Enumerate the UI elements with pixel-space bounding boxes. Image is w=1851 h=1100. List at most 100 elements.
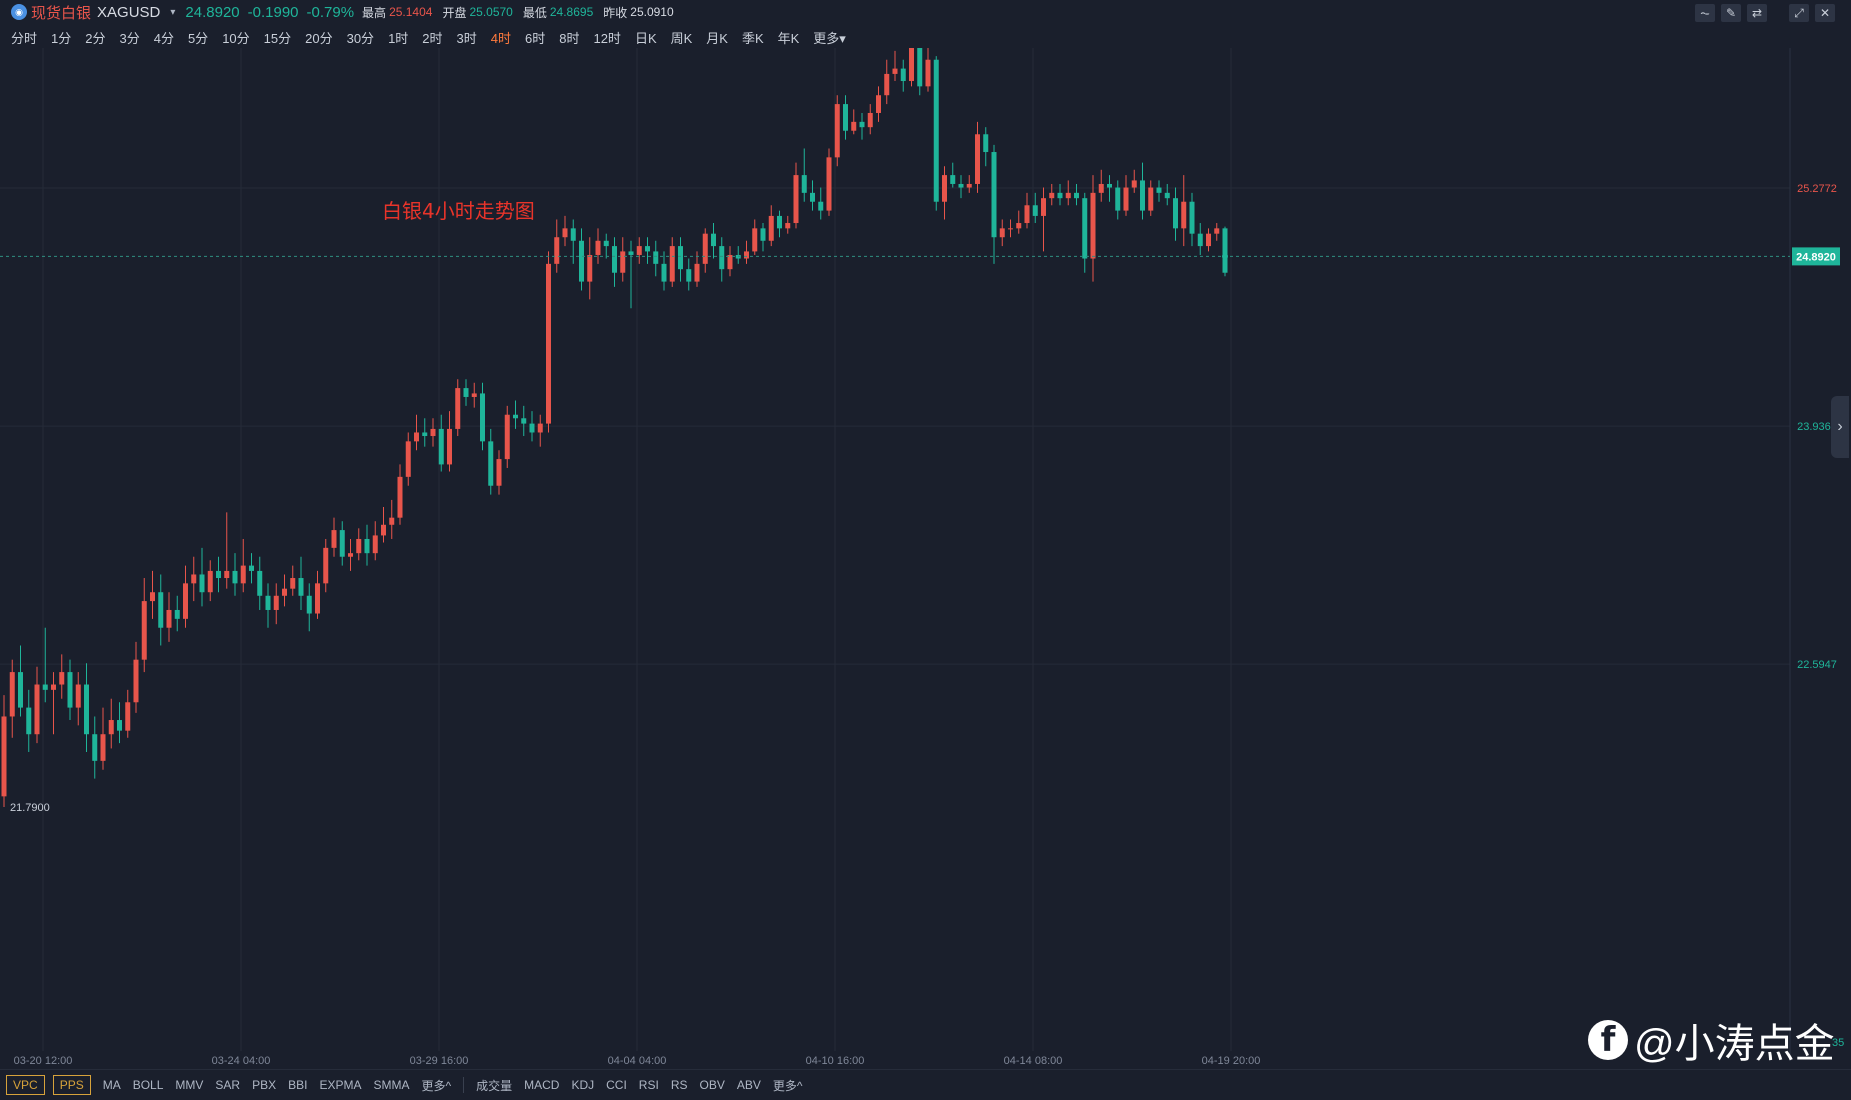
candle-body: [1222, 228, 1228, 273]
timeframe-16[interactable]: 12时: [593, 30, 621, 46]
annotation-title: 白银4小时走势图: [382, 199, 535, 223]
sub-indicator-0[interactable]: 成交量: [476, 1078, 513, 1093]
candlestick-chart[interactable]: 03-20 12:00 03-24 04:00 03-29 16:00 04-04 0…: [0, 48, 1851, 1066]
main-indicator-4[interactable]: PBX: [252, 1078, 277, 1092]
compare-icon[interactable]: ⇄: [1747, 4, 1767, 22]
candle-body: [42, 684, 48, 690]
candle-body: [430, 428, 436, 437]
timeframe-18[interactable]: 周K: [670, 30, 693, 46]
chart-toolbar: ⏦ ✎ ⇄ ⤢ ✕: [1695, 4, 1835, 22]
timeframe-2[interactable]: 2分: [85, 30, 106, 46]
sub-indicator-5[interactable]: RS: [670, 1078, 688, 1092]
candle-body: [1, 716, 7, 797]
close-icon[interactable]: ✕: [1815, 4, 1835, 22]
candle-body: [463, 388, 469, 397]
timeframe-3[interactable]: 3分: [119, 30, 140, 46]
timeframe-13[interactable]: 4时: [490, 30, 511, 46]
candle-body: [298, 578, 304, 596]
candle-body: [917, 48, 923, 87]
candle-body: [1156, 187, 1162, 193]
timeframe-22[interactable]: 更多▾: [813, 30, 846, 46]
draw-icon[interactable]: ✎: [1721, 4, 1741, 22]
overlay-button-pps[interactable]: PPS: [52, 1075, 91, 1095]
candle-body: [455, 388, 461, 429]
candle-body: [570, 228, 576, 241]
candle-body: [306, 595, 312, 614]
candle-body: [381, 524, 386, 536]
candle-body: [1041, 198, 1046, 216]
quote-header: ◉ 现货白银 XAGUSD ▾ 24.8920 -0.1990 -0.79% 最…: [0, 0, 1851, 24]
timeframe-10[interactable]: 1时: [388, 30, 409, 46]
candle-body: [669, 246, 675, 282]
candle-body: [1115, 187, 1121, 211]
candle-body: [628, 251, 634, 255]
timeframe-20[interactable]: 季K: [741, 30, 764, 46]
candle-body: [834, 104, 840, 158]
candle-body: [1016, 223, 1022, 229]
timeframe-8[interactable]: 20分: [305, 30, 333, 46]
candle-body: [331, 530, 337, 548]
timeframe-14[interactable]: 6时: [525, 30, 546, 46]
candle-body: [1065, 192, 1071, 199]
chart-type-icon[interactable]: ⏦: [1695, 4, 1715, 22]
sub-indicator-1[interactable]: MACD: [524, 1078, 560, 1092]
candle-body: [694, 263, 700, 282]
main-indicator-2[interactable]: MMV: [175, 1078, 204, 1092]
timeframe-4[interactable]: 4分: [153, 30, 174, 46]
candle-body: [125, 702, 131, 731]
candle-body: [1098, 183, 1104, 193]
sub-indicator-6[interactable]: OBV: [699, 1078, 725, 1092]
symbol-dropdown-icon[interactable]: ▾: [170, 6, 176, 18]
candle-body: [900, 68, 906, 82]
timeframe-15[interactable]: 8时: [559, 30, 580, 46]
timeframe-9[interactable]: 30分: [346, 30, 375, 46]
overlay-button-vpc[interactable]: VPC: [6, 1075, 45, 1095]
sub-indicator-2[interactable]: KDJ: [571, 1078, 595, 1092]
main-indicator-7[interactable]: SMMA: [373, 1078, 410, 1092]
main-indicator-8[interactable]: 更多^: [421, 1078, 452, 1093]
timeframe-6[interactable]: 10分: [222, 30, 250, 46]
main-indicator-1[interactable]: BOLL: [132, 1078, 164, 1092]
candle-body: [1107, 183, 1112, 188]
candle-body: [1090, 192, 1096, 259]
candle-body: [867, 112, 873, 128]
candle-body: [389, 517, 395, 525]
candle-body: [818, 201, 824, 211]
side-panel-toggle[interactable]: ›: [1831, 396, 1849, 458]
candle-body: [117, 720, 122, 731]
candle-body: [661, 263, 667, 282]
candle-body: [537, 423, 543, 433]
timeframe-11[interactable]: 2时: [422, 30, 443, 46]
candle-body: [75, 684, 81, 708]
main-indicator-0[interactable]: MA: [102, 1078, 121, 1092]
timeframe-21[interactable]: 年K: [777, 30, 800, 46]
timeframe-0[interactable]: 分时: [11, 30, 38, 46]
symbol-code[interactable]: XAGUSD: [97, 3, 161, 21]
main-indicator-5[interactable]: BBI: [288, 1078, 308, 1092]
candle-body: [9, 672, 15, 717]
candle-body: [100, 734, 106, 761]
timeframe-7[interactable]: 15分: [263, 30, 292, 46]
sub-indicator-4[interactable]: RSI: [638, 1078, 659, 1092]
expand-icon[interactable]: ⤢: [1789, 4, 1809, 22]
candle-body: [859, 121, 865, 128]
timeframe-5[interactable]: 5分: [187, 30, 209, 46]
timeframe-17[interactable]: 日K: [634, 30, 657, 46]
timeframe-19[interactable]: 月K: [706, 30, 728, 46]
candle-body: [504, 414, 510, 460]
timeframe-1[interactable]: 1分: [51, 30, 72, 46]
main-indicator-6[interactable]: EXPMA: [319, 1078, 362, 1092]
symbol-name[interactable]: 现货白银: [31, 4, 92, 22]
x-tick-label: 04-19 20:00: [1202, 1055, 1261, 1066]
candle-body: [34, 684, 40, 735]
main-indicator-3[interactable]: SAR: [215, 1078, 241, 1092]
open-value: 25.0570: [469, 5, 513, 19]
sub-indicator-7[interactable]: ABV: [736, 1078, 761, 1092]
candle-body: [950, 175, 956, 184]
candle-body: [999, 228, 1005, 238]
sub-indicator-3[interactable]: CCI: [606, 1078, 627, 1092]
sub-indicator-8[interactable]: 更多^: [772, 1078, 803, 1093]
low-marker-label: 21.7900: [10, 802, 50, 814]
timeframe-12[interactable]: 3时: [456, 30, 477, 46]
candle-body: [843, 104, 848, 131]
